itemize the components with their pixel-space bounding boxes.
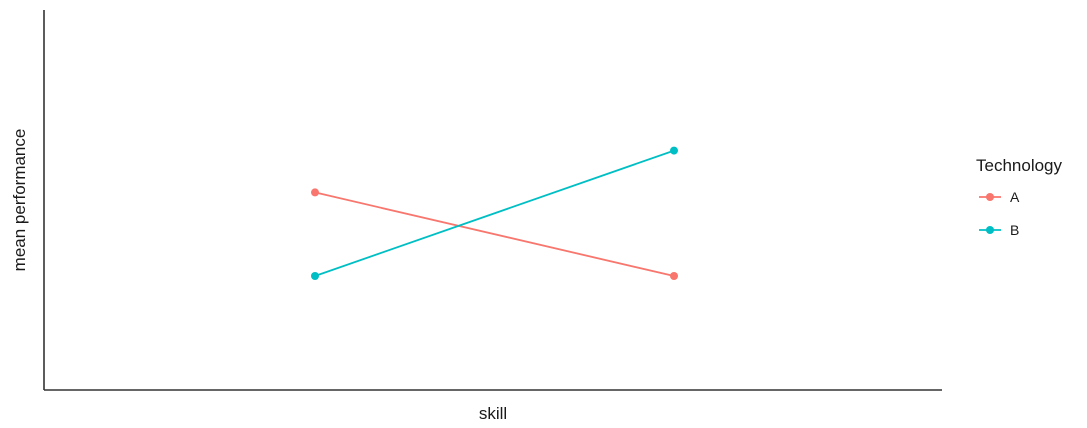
legend-label: B (1010, 222, 1019, 238)
y-axis-title: mean performance (10, 129, 29, 272)
series-line-b (314, 149, 675, 277)
legend: Technology AB (976, 156, 1063, 238)
legend-item-a: A (979, 189, 1020, 205)
data-point-a-high (670, 272, 678, 280)
legend-item-b: B (979, 222, 1019, 238)
series-line-a (314, 191, 675, 277)
legend-key-point (986, 193, 994, 201)
data-point-a-low (311, 188, 319, 197)
legend-items: AB (979, 189, 1020, 238)
legend-key-point (986, 226, 994, 234)
data-point-b-high (670, 146, 678, 155)
series-layer (311, 146, 678, 280)
legend-label: A (1010, 189, 1020, 205)
x-axis-title: skill (479, 404, 507, 423)
legend-title: Technology (976, 156, 1063, 175)
data-point-b-low (311, 272, 319, 280)
